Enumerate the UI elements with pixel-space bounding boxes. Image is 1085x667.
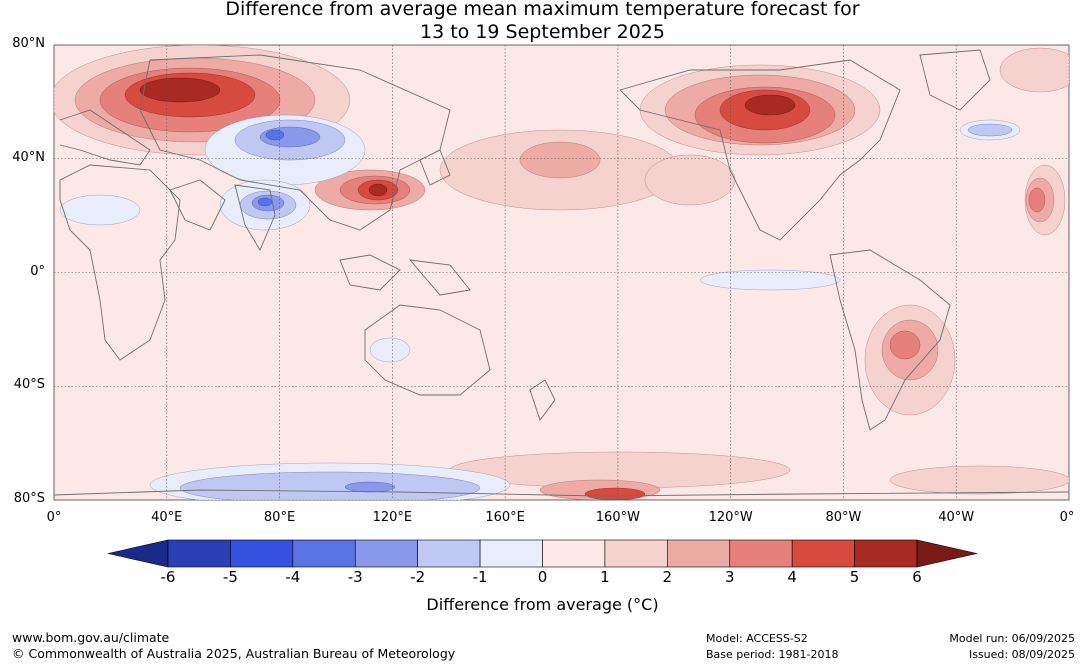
footer-model-info: Model: ACCESS-S2 Base period: 1981-2018: [706, 631, 838, 663]
latitude-label: 80°S: [13, 491, 45, 506]
warm-region-south-atlantic: [889, 465, 1069, 495]
colorbar-tick-label: 6: [912, 568, 922, 586]
colorbar-extend-high: [916, 539, 978, 568]
colorbar-block: [729, 539, 793, 568]
colorbar-tick-label: 2: [662, 568, 673, 586]
chart-title-line1: Difference from average mean maximum tem…: [225, 0, 860, 20]
latitude-label: 0°: [30, 263, 45, 279]
colorbar-block: [354, 539, 418, 568]
footer-source: www.bom.gov.au/climate © Commonwealth of…: [12, 630, 455, 662]
colorbar-block: [292, 539, 356, 568]
colorbar-tick-label: 0: [537, 568, 548, 586]
longitude-label: 40°E: [151, 510, 183, 525]
colorbar-block: [854, 539, 918, 568]
issued-date: Issued: 08/09/2025: [968, 648, 1075, 661]
colorbar-tick-label: 5: [849, 568, 860, 586]
colorbar-block: [230, 539, 294, 568]
chart-title-line2: 13 to 19 September 2025: [420, 21, 665, 43]
cool-region-australia: [369, 337, 411, 363]
model-run-date: Model run: 06/09/2025: [949, 632, 1075, 645]
longitude-label: 80°W: [825, 510, 862, 525]
longitude-label: 160°E: [485, 510, 525, 525]
colorbar-tick-label: 3: [724, 568, 735, 586]
colorbar-tick-label: -1: [472, 568, 488, 586]
colorbar-block: [542, 539, 606, 568]
colorbar-extend-low: [107, 539, 169, 568]
model-name: Model: ACCESS-S2: [706, 632, 808, 645]
colorbar-tick-label: -3: [347, 568, 363, 586]
latitude-label: 40°S: [13, 377, 45, 393]
latitude-label: 80°N: [12, 36, 45, 51]
longitude-label: 0°: [1059, 510, 1075, 525]
colorbar-block: [604, 539, 668, 568]
longitude-label: 160°W: [595, 510, 640, 525]
colorbar-tick-label: -4: [285, 568, 301, 586]
gridlines: [54, 45, 1069, 500]
longitude-label: 120°E: [372, 510, 413, 525]
colorbar-block: [167, 539, 231, 568]
longitude-label: 120°W: [708, 510, 753, 525]
copyright-text: © Commonwealth of Australia 2025, Austra…: [12, 646, 456, 661]
coastlines: [54, 49, 1069, 497]
colorbar-block: [791, 539, 855, 568]
anomaly-fields: [54, 45, 1069, 500]
longitude-label: 40°W: [938, 510, 975, 525]
cool-region-west-africa: [59, 194, 141, 226]
latitude-label: 40°N: [12, 149, 45, 165]
colorbar-tick-label: 4: [787, 568, 797, 586]
colorbar-tick-label: -5: [222, 568, 238, 586]
colorbar-tick-label: 1: [600, 568, 610, 586]
longitude-label: 0°: [46, 510, 62, 525]
footer-dates: Model run: 06/09/2025 Issued: 08/09/2025: [949, 631, 1075, 663]
base-period: Base period: 1981-2018: [706, 648, 839, 661]
colorbar-block: [479, 539, 543, 568]
colorbar-tick-label: -6: [160, 568, 176, 586]
colorbar-block: [417, 539, 481, 568]
colorbar-block: [667, 539, 731, 568]
colorbar-tick-label: -2: [410, 568, 426, 586]
colorbar-label: Difference from average (°C): [426, 595, 659, 614]
cool-region-pacific-eq: [699, 269, 841, 291]
longitude-label: 80°E: [263, 510, 296, 525]
website-link[interactable]: www.bom.gov.au/climate: [12, 630, 170, 645]
warm-region-arctic-east: [999, 47, 1069, 93]
